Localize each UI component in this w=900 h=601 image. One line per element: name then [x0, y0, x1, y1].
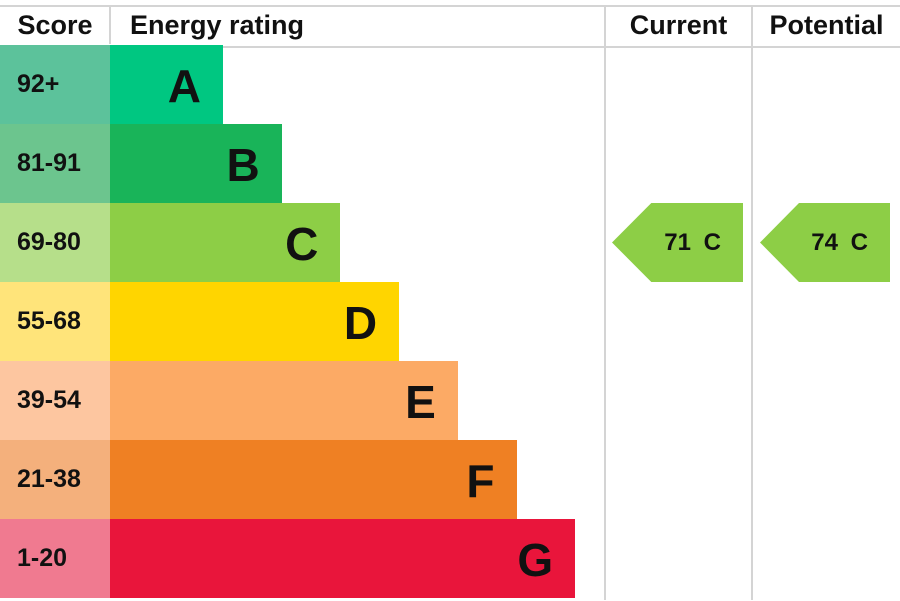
score-range-f: 21-38 [0, 440, 110, 519]
score-range-e: 39-54 [0, 361, 110, 440]
band-bar-d: D [110, 282, 400, 361]
band-bar-f: F [110, 440, 517, 519]
header-potential: Potential [769, 10, 884, 40]
band-bar-c: C [110, 203, 341, 282]
divider [604, 5, 606, 600]
header-score: Score [17, 10, 93, 40]
header-row [0, 5, 900, 48]
score-range-a: 92+ [0, 45, 110, 124]
header-current: Current [629, 10, 728, 40]
score-range-c: 69-80 [0, 203, 110, 282]
band-bar-a: A [110, 45, 223, 124]
divider [751, 5, 753, 600]
score-range-b: 81-91 [0, 124, 110, 203]
band-bar-e: E [110, 361, 458, 440]
score-range-g: 1-20 [0, 519, 110, 598]
potential-rating-arrow: 74 C [760, 203, 890, 282]
header-energy-rating: Energy rating [130, 10, 305, 40]
band-bar-b: B [110, 124, 282, 203]
divider [109, 5, 111, 44]
band-bar-g: G [110, 519, 576, 598]
score-range-d: 55-68 [0, 282, 110, 361]
current-rating-arrow: 71 C [612, 203, 743, 282]
